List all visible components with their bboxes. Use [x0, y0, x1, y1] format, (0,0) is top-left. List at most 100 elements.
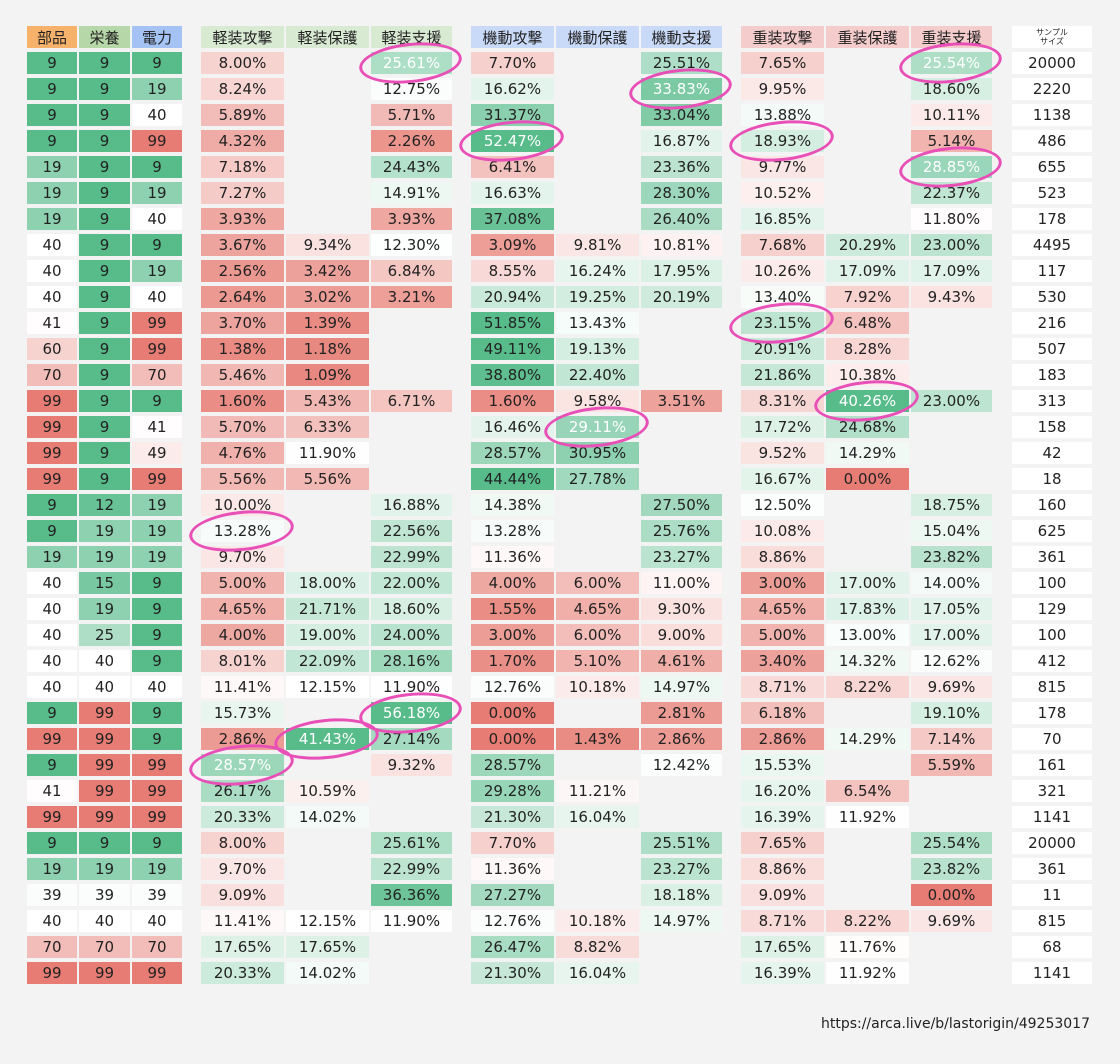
input-cell: 99 [132, 806, 182, 828]
sample-size-cell: 178 [1012, 208, 1092, 230]
rate-cell: 13.00% [826, 624, 909, 646]
sample-size-cell: 42 [1012, 442, 1092, 464]
sample-size-cell: 655 [1012, 156, 1092, 178]
input-cell: 25 [79, 624, 130, 646]
input-cell: 9 [79, 286, 130, 308]
rate-cell: 9.95% [741, 78, 824, 100]
rate-cell: 6.54% [826, 780, 909, 802]
rate-cell: 1.55% [471, 598, 554, 620]
sample-size-cell: 68 [1012, 936, 1092, 958]
sample-size-cell: 321 [1012, 780, 1092, 802]
rate-cell: 30.95% [556, 442, 639, 464]
input-cell: 99 [132, 780, 182, 802]
input-cell: 41 [27, 780, 77, 802]
rate-cell: 25.61% [371, 52, 452, 74]
input-cell: 99 [27, 416, 77, 438]
rate-cell: 27.14% [371, 728, 452, 750]
input-cell: 70 [79, 936, 130, 958]
rate-cell: 8.55% [471, 260, 554, 282]
input-cell: 9 [132, 390, 182, 412]
rate-cell: 8.86% [741, 546, 824, 568]
rate-cell: 17.65% [201, 936, 284, 958]
input-cell: 99 [79, 962, 130, 984]
rate-cell: 17.09% [826, 260, 909, 282]
input-cell: 19 [132, 494, 182, 516]
rate-cell: 7.65% [741, 832, 824, 854]
sample-size-cell: 361 [1012, 858, 1092, 880]
input-cell: 99 [79, 806, 130, 828]
input-cell: 99 [132, 338, 182, 360]
rate-cell: 5.46% [201, 364, 284, 386]
rate-cell: 8.24% [201, 78, 284, 100]
rate-cell: 0.00% [471, 728, 554, 750]
input-cell: 9 [79, 260, 130, 282]
rate-cell: 28.30% [641, 182, 722, 204]
rate-cell: 23.36% [641, 156, 722, 178]
input-cell: 19 [27, 156, 77, 178]
rate-cell: 14.97% [641, 676, 722, 698]
input-cell: 40 [27, 598, 77, 620]
rate-cell: 5.70% [201, 416, 284, 438]
input-cell: 40 [132, 208, 182, 230]
rate-cell: 4.65% [741, 598, 824, 620]
sample-size-cell: 523 [1012, 182, 1092, 204]
input-cell: 70 [132, 936, 182, 958]
rate-cell: 16.20% [741, 780, 824, 802]
rate-cell: 10.18% [556, 910, 639, 932]
rate-cell: 16.85% [741, 208, 824, 230]
rate-cell: 22.56% [371, 520, 452, 542]
rate-cell: 31.37% [471, 104, 554, 126]
rate-cell: 25.54% [911, 52, 992, 74]
rate-cell: 16.04% [556, 806, 639, 828]
rate-cell: 16.39% [741, 962, 824, 984]
rate-cell: 20.33% [201, 806, 284, 828]
rate-cell: 24.00% [371, 624, 452, 646]
rate-cell: 18.18% [641, 884, 722, 906]
sample-size-header: サンプル サイズ [1012, 26, 1092, 48]
input-cell: 9 [27, 494, 77, 516]
input-cell: 99 [79, 702, 130, 724]
sample-size-cell: 70 [1012, 728, 1092, 750]
input-cell: 9 [27, 104, 77, 126]
rate-cell: 18.93% [741, 130, 824, 152]
rate-cell: 22.99% [371, 546, 452, 568]
rate-cell: 5.71% [371, 104, 452, 126]
rate-cell: 6.00% [556, 624, 639, 646]
input-cell: 40 [79, 650, 130, 672]
input-cell: 41 [27, 312, 77, 334]
rate-cell: 9.09% [741, 884, 824, 906]
rate-cell: 12.15% [286, 676, 369, 698]
rate-cell: 14.91% [371, 182, 452, 204]
rate-cell: 2.86% [201, 728, 284, 750]
rate-cell: 2.86% [741, 728, 824, 750]
sample-size-cell: 2220 [1012, 78, 1092, 100]
rate-cell: 28.57% [201, 754, 284, 776]
rate-cell: 20.33% [201, 962, 284, 984]
rate-cell: 25.61% [371, 832, 452, 854]
sample-size-cell: 20000 [1012, 52, 1092, 74]
rate-cell: 12.42% [641, 754, 722, 776]
input-cell: 99 [132, 754, 182, 776]
input-cell: 99 [79, 780, 130, 802]
rate-cell: 14.97% [641, 910, 722, 932]
rate-cell: 16.24% [556, 260, 639, 282]
rate-cell: 1.43% [556, 728, 639, 750]
input-cell: 9 [79, 208, 130, 230]
input-cell: 19 [27, 858, 77, 880]
rate-cell: 17.65% [741, 936, 824, 958]
column-header: 重装支援 [911, 26, 992, 48]
rate-cell: 18.00% [286, 572, 369, 594]
sample-size-cell: 486 [1012, 130, 1092, 152]
rate-cell: 9.52% [741, 442, 824, 464]
rate-cell: 16.88% [371, 494, 452, 516]
input-cell: 9 [79, 468, 130, 490]
input-cell: 60 [27, 338, 77, 360]
rate-cell: 11.36% [471, 546, 554, 568]
input-cell: 99 [79, 754, 130, 776]
input-cell: 40 [27, 910, 77, 932]
rate-cell: 44.44% [471, 468, 554, 490]
rate-cell: 11.92% [826, 806, 909, 828]
rate-cell: 10.00% [201, 494, 284, 516]
input-cell: 99 [27, 442, 77, 464]
rate-cell: 7.92% [826, 286, 909, 308]
